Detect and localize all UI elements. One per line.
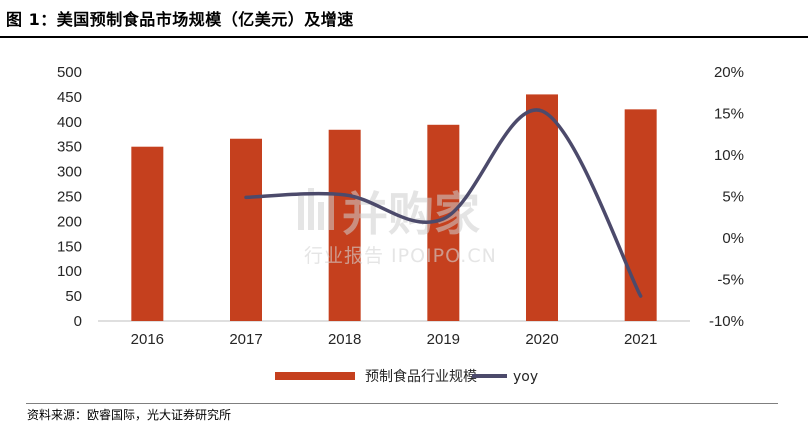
axis-layer: 0 50 100 150 200 250 300 350 400 450 500 -10% -5% 0% 5… [57,64,744,348]
y-left-tick-label: 50 [65,288,82,305]
bar-2021 [624,109,657,321]
y-right-tick-label: 10% [714,147,744,164]
y-left-tick-label: 450 [57,89,82,106]
x-tick-label: 2019 [427,331,460,348]
watermark-logo-icon [298,188,334,230]
y-right-tick-label: 0% [722,230,744,247]
watermark-subtitle: 行业报告 IPOIPO.CN [304,245,497,267]
y-right-tick-label: -10% [709,313,744,330]
watermark-brand: 并购家 [342,187,480,241]
legend-bar-label: 预制食品行业规模 [365,368,477,385]
y-left-tick-label: 350 [57,139,82,156]
y-right-tick-label: 5% [722,189,744,206]
y-left-tick-label: 0 [74,313,82,330]
x-tick-label: 2016 [131,331,164,348]
yoy-line [244,108,643,298]
bar-2020 [526,94,558,321]
bars-layer [131,94,657,322]
x-tick-label: 2018 [328,331,361,348]
title-divider [0,36,808,38]
bar-2017 [230,138,262,321]
x-tick-label: 2017 [229,331,262,348]
y-left-tick-label: 250 [57,189,82,206]
bar-2016 [131,146,164,321]
y-right-tick-label: 15% [714,106,744,123]
line-layer [244,108,643,298]
source-divider [26,403,778,404]
y-left-tick-label: 150 [57,238,82,255]
y-right-tick-label: 20% [714,64,744,81]
legend-line-label: yoy [513,369,538,385]
legend-bar-swatch [275,372,355,380]
x-tick-label: 2021 [624,331,657,348]
watermark: 并购家 行业报告 IPOIPO.CN [298,187,497,267]
y-left-tick-label: 400 [57,114,82,131]
y-left-tick-label: 200 [57,213,82,230]
y-left-tick-label: 100 [57,263,82,280]
y-right-tick-label: -5% [717,272,744,289]
legend: 预制食品行业规模 yoy [275,368,538,385]
source-note: 资料来源：欧睿国际，光大证券研究所 [27,408,232,422]
x-tick-label: 2020 [525,331,558,348]
y-left-tick-label: 500 [57,64,82,81]
figure-title: 图 1：美国预制食品市场规模（亿美元）及增速 [6,10,354,29]
y-left-tick-label: 300 [57,164,82,181]
